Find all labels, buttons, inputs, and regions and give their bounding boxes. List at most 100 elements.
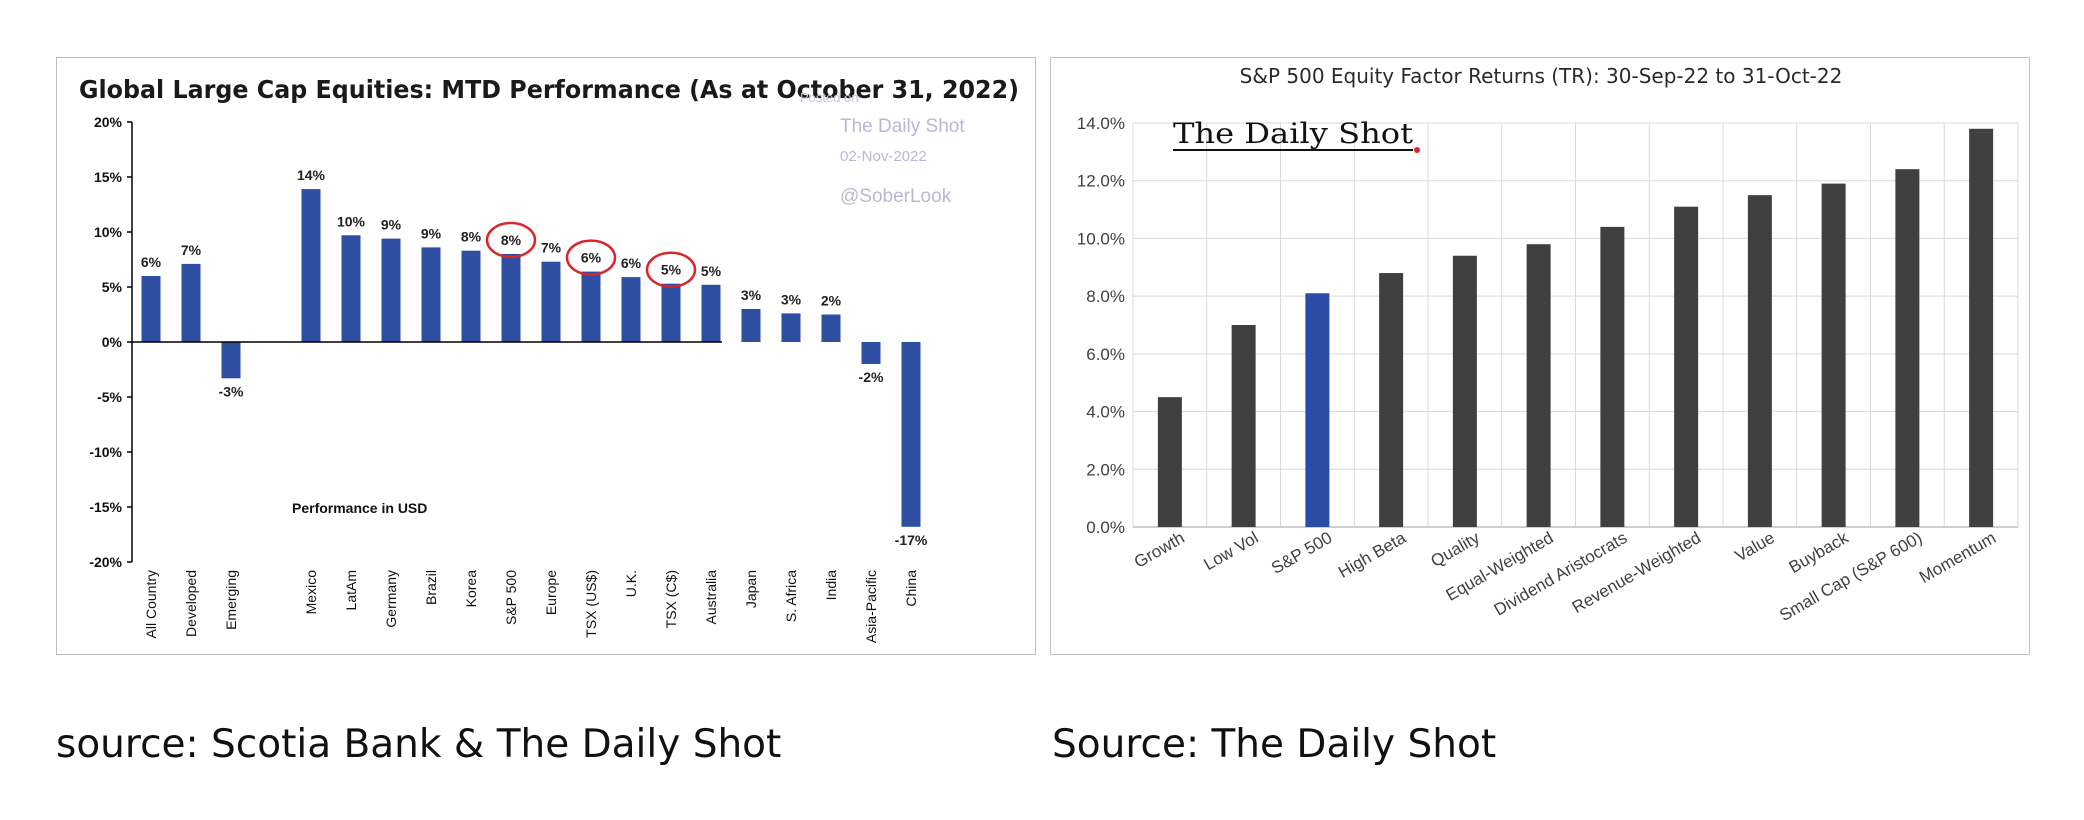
bar [461, 250, 481, 342]
watermark-handle: @SoberLook [840, 186, 952, 207]
y-tick-label: 0.0% [1086, 518, 1125, 537]
x-tick-label: India [823, 570, 839, 601]
x-tick-label: China [903, 570, 919, 607]
data-label: 8% [461, 229, 482, 245]
bar [661, 283, 681, 342]
x-tick-label: Emerging [223, 570, 239, 630]
chart-annotation: Performance in USD [292, 500, 427, 516]
watermark-date: 02-Nov-2022 [840, 148, 927, 165]
y-tick-label: 20% [94, 114, 123, 130]
y-tick-label: 14.0% [1077, 114, 1125, 133]
bar [1452, 255, 1477, 527]
bar [1379, 273, 1404, 527]
x-tick-label: Developed [183, 570, 199, 637]
x-tick-label: Brazil [423, 570, 439, 605]
x-tick-label: Asia-Pacific [863, 570, 879, 643]
y-tick-label: -15% [89, 499, 122, 515]
bar [1526, 244, 1551, 527]
data-label: 5% [661, 262, 682, 278]
bar [701, 284, 721, 342]
data-label: 6% [141, 254, 162, 270]
bar [901, 342, 921, 527]
bar [581, 271, 601, 342]
y-tick-label: 12.0% [1077, 172, 1125, 191]
y-tick-label: 5% [102, 279, 123, 295]
x-tick-label: Low Vol [1201, 528, 1262, 574]
data-label: 9% [421, 225, 442, 241]
data-label: 10% [337, 213, 366, 229]
x-tick-label: Quality [1428, 528, 1484, 571]
data-label: 6% [581, 250, 602, 266]
logo-dot [1414, 147, 1420, 153]
watermark-name: The Daily Shot [840, 116, 965, 137]
data-label: 6% [621, 255, 642, 271]
x-tick-label: Europe [543, 570, 559, 615]
bar [181, 263, 201, 342]
data-label: 7% [541, 240, 562, 256]
bar [1305, 293, 1330, 527]
x-tick-label: LatAm [343, 570, 359, 610]
x-tick-label: Growth [1131, 528, 1188, 572]
bar [1674, 206, 1699, 527]
data-label: 7% [181, 242, 202, 258]
chart-factor-returns: S&P 500 Equity Factor Returns (TR): 30-S… [1077, 64, 2019, 625]
bar [541, 261, 561, 342]
bar [621, 277, 641, 342]
x-tick-label: TSX (C$) [663, 570, 679, 628]
bar [141, 276, 161, 342]
x-tick-label: Dividend Aristocrats [1491, 528, 1631, 620]
x-tick-label: S&P 500 [503, 570, 519, 625]
source-caption-right: Source: The Daily Shot [1052, 722, 1497, 767]
highlight-circle [645, 251, 697, 288]
y-tick-label: 2.0% [1086, 460, 1125, 479]
data-label: 3% [781, 291, 802, 307]
x-tick-label: TSX (US$) [583, 570, 599, 638]
x-tick-label: S. Africa [783, 570, 799, 622]
bar [381, 238, 401, 342]
highlight-circle [565, 239, 617, 276]
bar [861, 342, 881, 364]
chart-title: S&P 500 Equity Factor Returns (TR): 30-S… [1240, 64, 1843, 88]
bar [501, 254, 521, 342]
data-label: -17% [895, 532, 928, 548]
x-tick-label: High Beta [1335, 528, 1410, 582]
x-tick-label: Germany [383, 570, 399, 628]
y-tick-label: 10.0% [1077, 229, 1125, 248]
y-tick-label: 6.0% [1086, 345, 1125, 364]
bar [221, 342, 241, 379]
x-tick-label: Value [1732, 528, 1778, 566]
bar [781, 313, 801, 342]
bar [1969, 128, 1994, 527]
bar [341, 235, 361, 342]
bar [301, 189, 321, 342]
bar [1747, 195, 1772, 527]
y-tick-label: -20% [89, 554, 122, 570]
watermark-posted-on: Posted on [800, 90, 859, 105]
x-tick-label: U.K. [623, 570, 639, 597]
data-label: 8% [501, 232, 522, 248]
x-tick-label: S&P 500 [1268, 528, 1335, 578]
x-tick-label: Australia [703, 570, 719, 625]
chart-title: Global Large Cap Equities: MTD Performan… [79, 75, 1019, 104]
x-tick-label: Small Cap (S&P 600) [1776, 528, 1925, 625]
source-caption-left: source: Scotia Bank & The Daily Shot [56, 722, 782, 767]
bar [1895, 169, 1920, 527]
y-tick-label: 8.0% [1086, 287, 1125, 306]
data-label: 5% [701, 263, 722, 279]
chart-global-equities: Global Large Cap Equities: MTD Performan… [79, 75, 1019, 643]
bar [821, 314, 841, 342]
chart-panel-global-equities: Global Large Cap Equities: MTD Performan… [56, 57, 1036, 655]
bar [1600, 226, 1625, 527]
y-tick-label: -5% [97, 389, 122, 405]
data-label: 9% [381, 217, 402, 233]
y-tick-label: -10% [89, 444, 122, 460]
data-label: 3% [741, 287, 762, 303]
x-tick-label: Revenue-Weighted [1569, 528, 1704, 617]
highlight-circle [485, 221, 537, 259]
data-label: -2% [859, 369, 884, 385]
x-tick-label: Japan [743, 570, 759, 608]
chart-panel-factor-returns: S&P 500 Equity Factor Returns (TR): 30-S… [1050, 57, 2030, 655]
x-tick-label: Mexico [303, 570, 319, 615]
bar [421, 247, 441, 342]
bar [1821, 183, 1846, 527]
